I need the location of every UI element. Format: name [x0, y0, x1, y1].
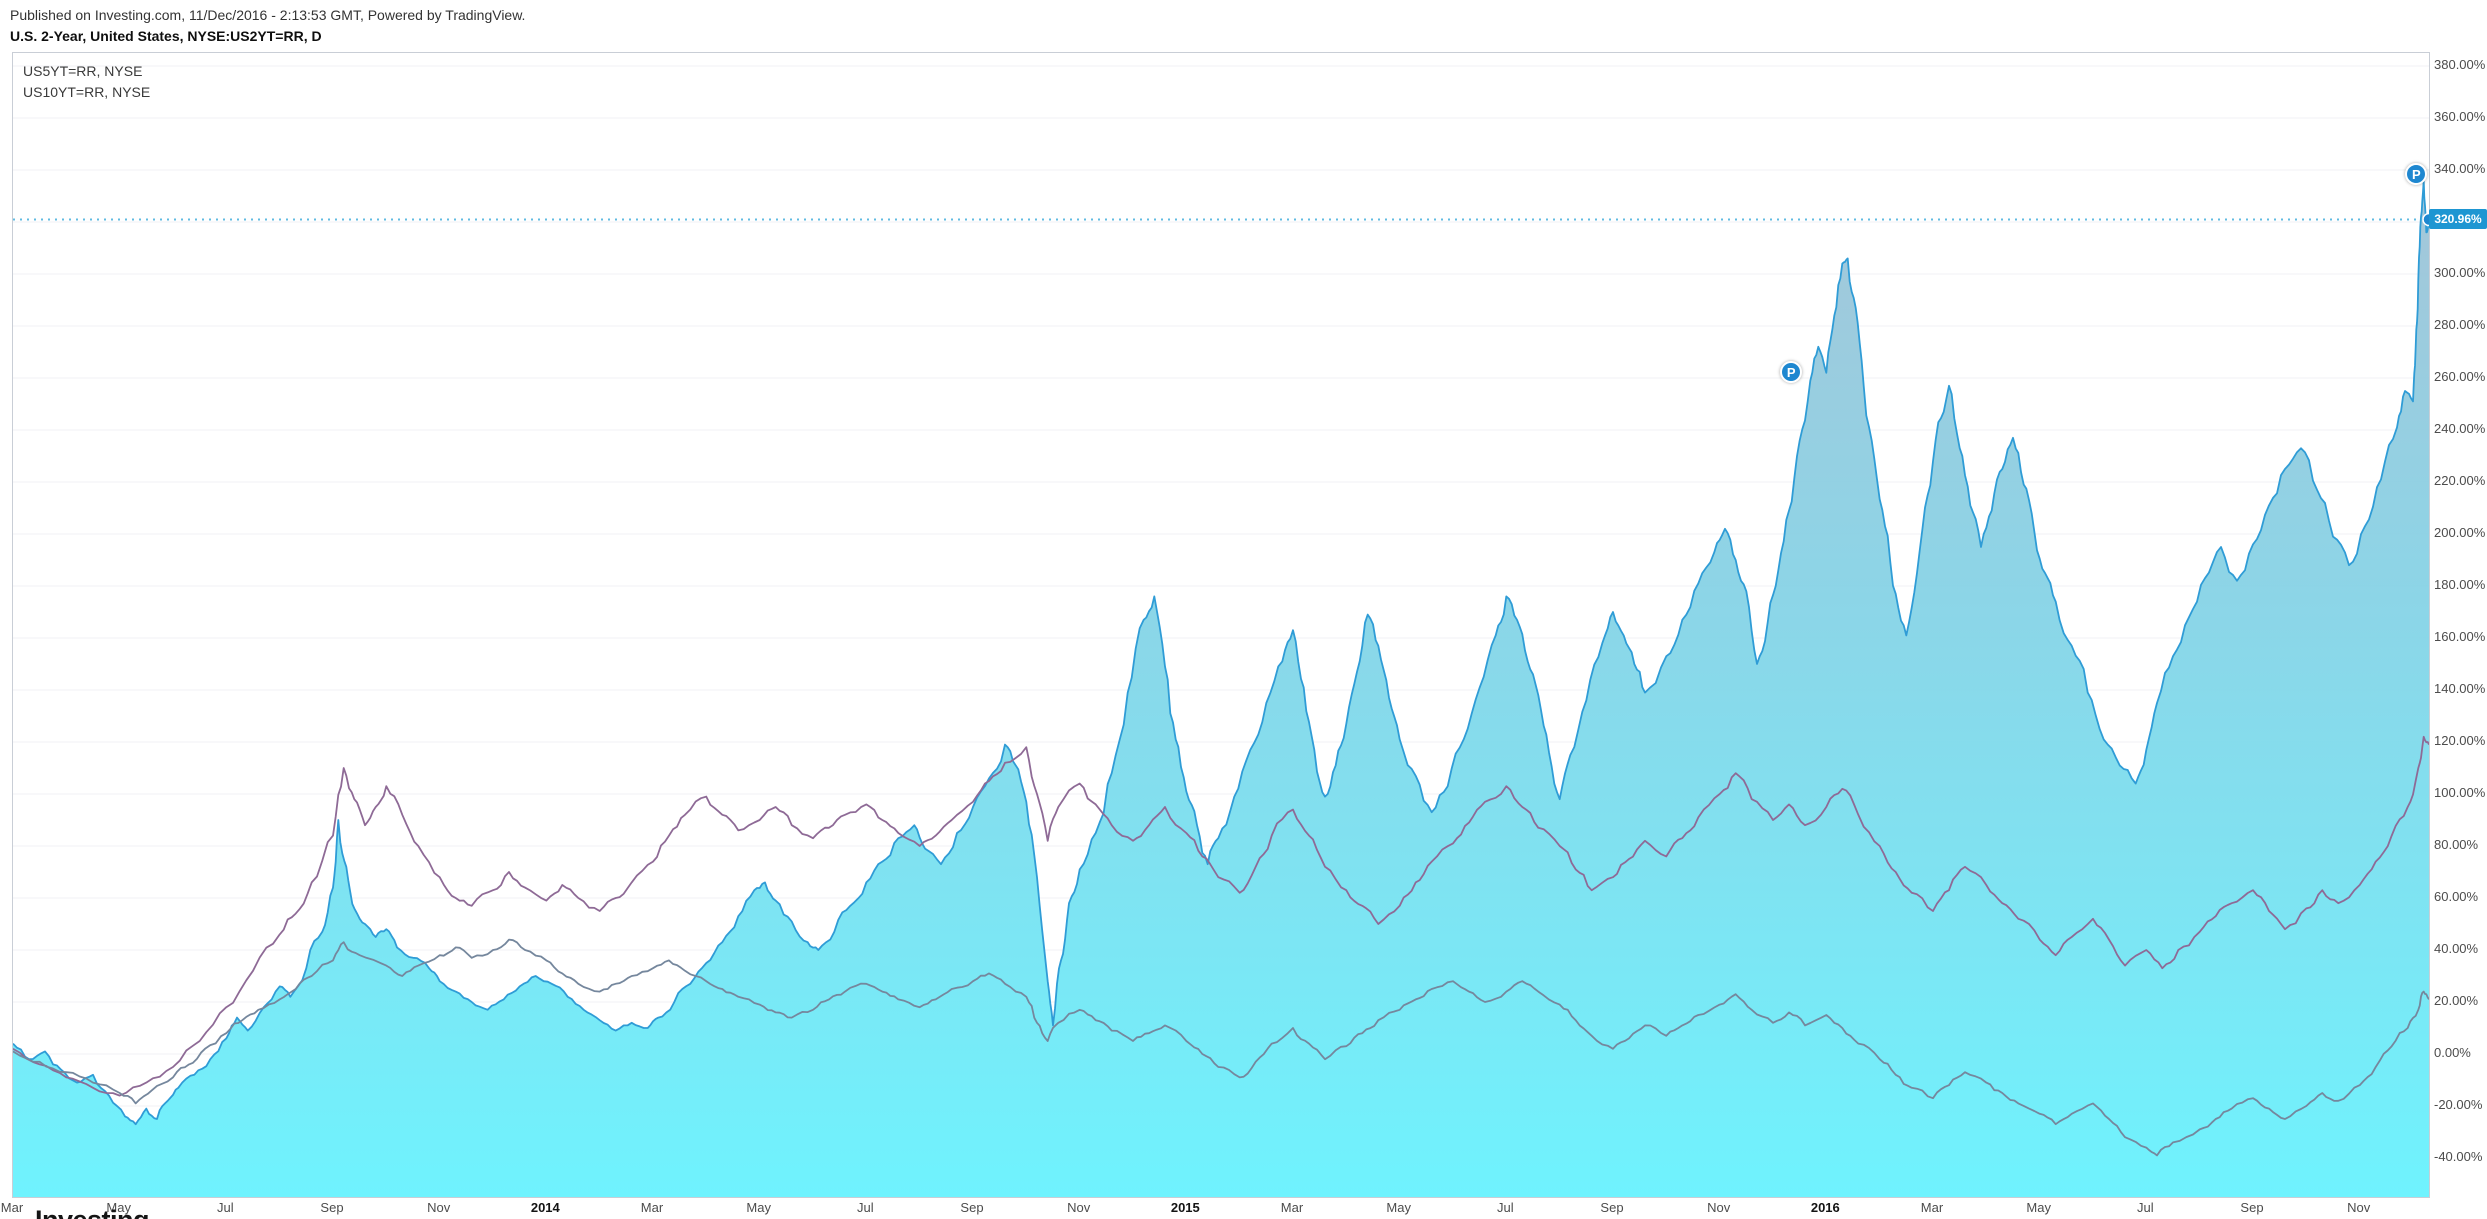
y-axis-tick: 140.00% — [2434, 681, 2486, 696]
price-axis[interactable]: 380.00%360.00%340.00%320.00%300.00%280.0… — [2432, 52, 2487, 1198]
y-axis-tick: 360.00% — [2434, 109, 2486, 124]
x-axis-label: 2014 — [530, 1200, 560, 1215]
y-axis-tick: 180.00% — [2434, 577, 2486, 592]
y-axis-tick: 40.00% — [2434, 941, 2479, 956]
chart-title: U.S. 2-Year, United States, NYSE:US2YT=R… — [10, 28, 322, 44]
publication-marker[interactable]: P — [2405, 163, 2428, 186]
investing-logo[interactable]: Investing.com — [35, 1205, 184, 1219]
x-axis-label: May — [746, 1200, 771, 1215]
y-axis-tick: 340.00% — [2434, 161, 2486, 176]
y-axis-tick: -40.00% — [2434, 1149, 2483, 1164]
x-axis-label: Nov — [1707, 1200, 1731, 1215]
y-axis-tick: 300.00% — [2434, 265, 2486, 280]
y-axis-tick: 280.00% — [2434, 317, 2486, 332]
y-axis-tick: 0.00% — [2434, 1045, 2471, 1060]
current-price-badge: 320.96% — [2429, 208, 2487, 229]
last-price-bullet — [2422, 212, 2429, 227]
us2yt-area-fill — [13, 180, 2429, 1197]
x-axis-label: Nov — [2347, 1200, 2371, 1215]
x-axis-label: Sep — [1600, 1200, 1624, 1215]
x-axis-label: Jul — [856, 1200, 874, 1215]
y-axis-tick: 80.00% — [2434, 837, 2479, 852]
us5yt-line-series — [13, 735, 2429, 1097]
y-axis-tick: 20.00% — [2434, 993, 2479, 1008]
x-axis-label: 2016 — [1810, 1200, 1840, 1215]
publication-marker[interactable]: P — [1780, 360, 1803, 383]
published-note: Published on Investing.com, 11/Dec/2016 … — [10, 7, 526, 23]
x-axis-label: Jul — [2136, 1200, 2154, 1215]
x-axis-label: Sep — [2240, 1200, 2264, 1215]
legend-item-us5yt[interactable]: US5YT=RR, NYSE — [23, 63, 143, 79]
x-axis-label: Nov — [427, 1200, 451, 1215]
compare-legend: US5YT=RR, NYSE US10YT=RR, NYSE — [23, 61, 150, 103]
chart-plot-area[interactable]: US5YT=RR, NYSE US10YT=RR, NYSE Investing… — [12, 52, 2430, 1219]
y-axis-tick: 100.00% — [2434, 785, 2486, 800]
chart-canvas — [13, 65, 2429, 1197]
x-axis-label: May — [106, 1200, 131, 1215]
legend-item-us10yt[interactable]: US10YT=RR, NYSE — [23, 84, 151, 100]
x-axis-label: Jul — [216, 1200, 234, 1215]
x-axis-label: May — [2026, 1200, 2051, 1215]
x-axis-label: Mar — [1280, 1200, 1304, 1215]
x-axis-label: Mar — [1920, 1200, 1944, 1215]
y-axis-tick: 260.00% — [2434, 369, 2486, 384]
investing-logo-suffix: .com — [149, 1216, 184, 1219]
y-axis-tick: 120.00% — [2434, 733, 2486, 748]
x-axis-label: Mar — [0, 1200, 24, 1215]
us10yt-line-series — [13, 938, 2429, 1157]
x-axis-label: Sep — [320, 1200, 344, 1215]
y-axis-tick: 200.00% — [2434, 525, 2486, 540]
y-axis-tick: -20.00% — [2434, 1097, 2483, 1112]
x-axis-label: May — [1386, 1200, 1411, 1215]
y-axis-tick: 60.00% — [2434, 889, 2479, 904]
us2yt-area-series — [13, 179, 2429, 1126]
x-axis-label: 2015 — [1170, 1200, 1200, 1215]
y-axis-tick: 220.00% — [2434, 473, 2486, 488]
investing-logo-text: Investing — [35, 1205, 150, 1219]
x-axis-label: Nov — [1067, 1200, 1091, 1215]
y-axis-tick: 380.00% — [2434, 57, 2486, 72]
x-axis-label: Mar — [640, 1200, 664, 1215]
x-axis-label: Jul — [1496, 1200, 1514, 1215]
x-axis-label: Sep — [960, 1200, 984, 1215]
time-axis[interactable]: Mar May Jul Sep Nov 2014 Mar May Jul Sep Nov 2015 Ma… — [1, 1200, 2432, 1219]
y-axis-tick: 160.00% — [2434, 629, 2486, 644]
y-axis-tick: 240.00% — [2434, 421, 2486, 436]
